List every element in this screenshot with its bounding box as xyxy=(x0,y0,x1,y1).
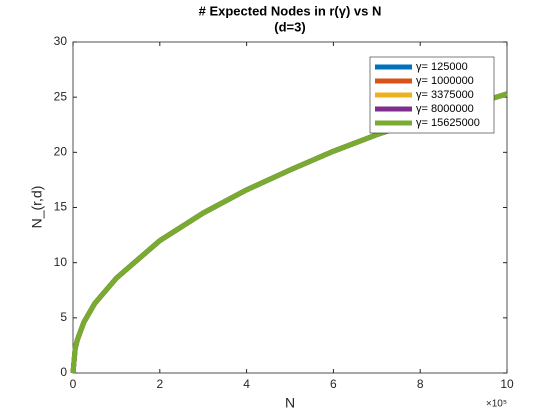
x-tick-label: 6 xyxy=(330,377,337,391)
x-tick-label: 10 xyxy=(500,377,514,391)
x-exponent-label: ×10⁵ xyxy=(486,399,507,410)
y-tick-label: 25 xyxy=(54,89,68,103)
y-axis-label: N_(r,d) xyxy=(29,186,45,229)
legend-text: γ= 3375000 xyxy=(416,89,474,101)
legend-text: γ= 1000000 xyxy=(416,75,474,87)
y-tick-label: 0 xyxy=(60,365,67,379)
y-tick-label: 10 xyxy=(54,255,68,269)
legend-text: γ= 8000000 xyxy=(416,103,474,115)
y-tick-label: 15 xyxy=(54,200,68,214)
x-axis-label: N xyxy=(285,395,295,411)
y-tick-label: 5 xyxy=(60,310,67,324)
chart-title: # Expected Nodes in r(γ) vs N xyxy=(199,3,382,18)
x-tick-label: 0 xyxy=(70,377,77,391)
legend-text: γ= 15625000 xyxy=(416,117,480,129)
chart-subtitle: (d=3) xyxy=(274,19,305,34)
x-tick-label: 4 xyxy=(243,377,250,391)
legend-text: γ= 125000 xyxy=(416,61,468,73)
x-tick-label: 8 xyxy=(417,377,424,391)
y-tick-label: 30 xyxy=(54,34,68,48)
y-tick-label: 20 xyxy=(54,145,68,159)
x-tick-label: 2 xyxy=(156,377,163,391)
